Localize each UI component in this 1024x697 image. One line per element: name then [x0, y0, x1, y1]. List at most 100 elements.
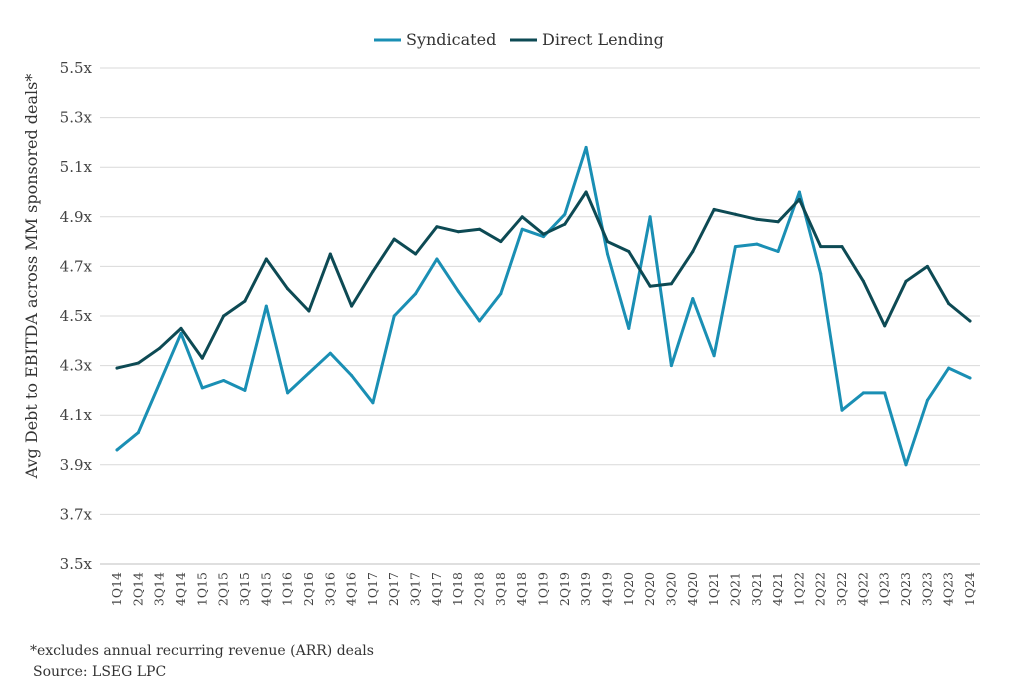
- data-point-direct-lending: [733, 212, 737, 216]
- x-tick-label: 4Q18: [514, 572, 529, 606]
- series-lines: [115, 145, 972, 467]
- y-tick-label: 5.1x: [60, 158, 93, 176]
- data-point-syndicated: [414, 292, 418, 296]
- data-point-direct-lending: [797, 197, 801, 201]
- data-point-syndicated: [584, 145, 588, 149]
- data-point-syndicated: [669, 364, 673, 368]
- y-tick-label: 4.3x: [60, 357, 93, 375]
- data-point-direct-lending: [435, 225, 439, 229]
- data-point-syndicated: [691, 297, 695, 301]
- data-point-direct-lending: [840, 245, 844, 249]
- data-point-syndicated: [158, 381, 162, 385]
- data-point-direct-lending: [606, 240, 609, 244]
- data-point-syndicated: [520, 227, 524, 231]
- y-tick-label: 3.5x: [60, 555, 93, 573]
- data-point-syndicated: [776, 250, 780, 253]
- x-tick-label: 3Q22: [834, 572, 849, 606]
- series-line-syndicated: [115, 145, 972, 467]
- x-tick-label: 1Q22: [791, 572, 806, 606]
- data-point-syndicated: [627, 326, 631, 330]
- data-point-direct-lending: [904, 279, 908, 283]
- data-point-direct-lending: [712, 207, 716, 211]
- data-point-syndicated: [968, 376, 972, 380]
- data-point-syndicated: [307, 371, 311, 375]
- data-point-direct-lending: [371, 269, 375, 273]
- data-point-direct-lending: [136, 361, 140, 365]
- data-point-syndicated: [925, 398, 929, 402]
- footnote-source: Source: LSEG LPC: [33, 664, 167, 680]
- legend-label-direct-lending: Direct Lending: [542, 30, 664, 49]
- data-point-direct-lending: [392, 237, 396, 241]
- series-line-direct-lending: [115, 190, 972, 370]
- data-point-direct-lending: [179, 326, 183, 330]
- data-point-direct-lending: [158, 346, 162, 350]
- legend: Syndicated Direct Lending: [374, 30, 664, 49]
- data-point-direct-lending: [691, 250, 695, 253]
- x-tick-label: 1Q24: [962, 572, 977, 606]
- x-tick-label: 1Q15: [194, 572, 209, 606]
- x-tick-label: 2Q19: [557, 572, 572, 606]
- data-point-syndicated: [755, 242, 759, 246]
- data-point-syndicated: [136, 431, 140, 435]
- y-tick-label: 3.9x: [60, 456, 93, 474]
- x-tick-label: 1Q16: [280, 572, 295, 606]
- data-point-direct-lending: [243, 299, 247, 303]
- x-tick-label: 3Q19: [578, 572, 593, 606]
- data-point-syndicated: [264, 304, 268, 308]
- data-point-direct-lending: [861, 279, 865, 283]
- data-point-syndicated: [286, 391, 290, 395]
- y-tick-label: 5.3x: [60, 109, 93, 127]
- data-point-syndicated: [392, 314, 396, 318]
- data-point-direct-lending: [563, 222, 567, 226]
- data-point-direct-lending: [307, 309, 311, 313]
- x-tick-label: 4Q16: [344, 572, 359, 606]
- data-point-syndicated: [563, 212, 567, 216]
- data-point-direct-lending: [222, 314, 226, 318]
- x-tick-label: 2Q15: [216, 572, 231, 606]
- x-tick-label: 1Q18: [450, 572, 465, 606]
- data-point-direct-lending: [499, 240, 503, 244]
- data-point-syndicated: [819, 272, 823, 276]
- y-tick-label: 4.1x: [60, 406, 93, 424]
- x-tick-label: 3Q20: [663, 572, 678, 606]
- x-tick-label: 3Q23: [919, 572, 934, 606]
- data-point-direct-lending: [669, 282, 673, 286]
- data-point-direct-lending: [478, 227, 481, 231]
- x-tick-label: 3Q17: [408, 572, 423, 606]
- x-tick-label: 2Q23: [898, 572, 913, 606]
- data-point-syndicated: [478, 319, 481, 323]
- data-point-direct-lending: [286, 287, 290, 291]
- footnote-note: *excludes annual recurring revenue (ARR)…: [30, 643, 374, 659]
- data-point-syndicated: [797, 190, 801, 194]
- data-point-syndicated: [328, 351, 332, 355]
- data-point-syndicated: [222, 379, 226, 382]
- data-point-direct-lending: [968, 319, 972, 323]
- x-tick-label: 3Q21: [749, 572, 764, 606]
- data-point-syndicated: [733, 245, 737, 249]
- y-tick-label: 5.5x: [60, 59, 93, 77]
- x-tick-label: 4Q23: [941, 572, 956, 606]
- data-point-direct-lending: [947, 302, 951, 306]
- x-tick-label: 3Q18: [493, 572, 508, 606]
- data-point-direct-lending: [520, 215, 524, 219]
- x-tick-label: 2Q16: [301, 572, 316, 606]
- x-tick-label: 4Q15: [258, 572, 273, 606]
- data-point-syndicated: [371, 401, 375, 405]
- data-point-syndicated: [904, 463, 908, 467]
- data-point-direct-lending: [755, 217, 759, 221]
- data-point-syndicated: [243, 388, 247, 392]
- x-tick-label: 4Q14: [173, 572, 188, 606]
- x-tick-label: 1Q17: [365, 572, 380, 606]
- data-point-direct-lending: [819, 245, 823, 249]
- x-tick-label: 2Q14: [130, 572, 145, 606]
- x-tick-label: 2Q18: [472, 572, 487, 606]
- x-tick-label: 4Q20: [685, 572, 700, 606]
- data-point-syndicated: [712, 354, 716, 358]
- data-point-syndicated: [456, 289, 460, 293]
- data-point-syndicated: [542, 235, 545, 239]
- y-tick-label: 4.5x: [60, 307, 93, 325]
- legend-label-syndicated: Syndicated: [406, 30, 496, 49]
- data-point-direct-lending: [648, 284, 652, 288]
- x-tick-label: 1Q23: [877, 572, 892, 606]
- data-point-syndicated: [200, 386, 204, 390]
